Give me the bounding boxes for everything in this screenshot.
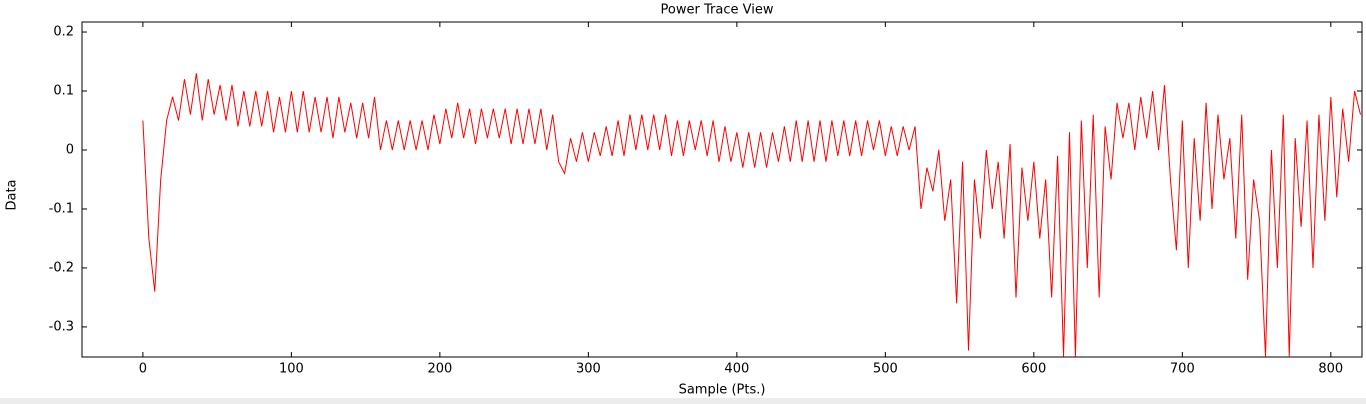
x-tick-label: 700 [1170, 362, 1195, 377]
x-tick-label: 300 [576, 362, 601, 377]
y-tick-label: 0.1 [53, 84, 74, 99]
x-tick-label: 100 [279, 362, 304, 377]
y-tick-label: -0.2 [49, 260, 74, 275]
plot-frame [81, 21, 1363, 358]
x-tick-label: 400 [724, 362, 749, 377]
x-axis-label: Sample (Pts.) [679, 383, 766, 398]
chart-title: Power Trace View [661, 3, 774, 18]
trace-line [142, 73, 1362, 357]
plot-area [142, 73, 1362, 357]
y-tick-label: -0.3 [49, 319, 74, 334]
x-tick-label: 500 [873, 362, 898, 377]
y-tick-label: 0 [66, 142, 74, 157]
status-bar [0, 398, 1366, 404]
y-tick-label: -0.1 [49, 201, 74, 216]
x-tick-label: 0 [139, 362, 147, 377]
x-tick-label: 200 [427, 362, 452, 377]
x-tick-label: 800 [1318, 362, 1343, 377]
y-tick-label: 0.2 [53, 25, 74, 40]
x-tick-label: 600 [1021, 362, 1046, 377]
y-axis-label: Data [5, 179, 20, 210]
